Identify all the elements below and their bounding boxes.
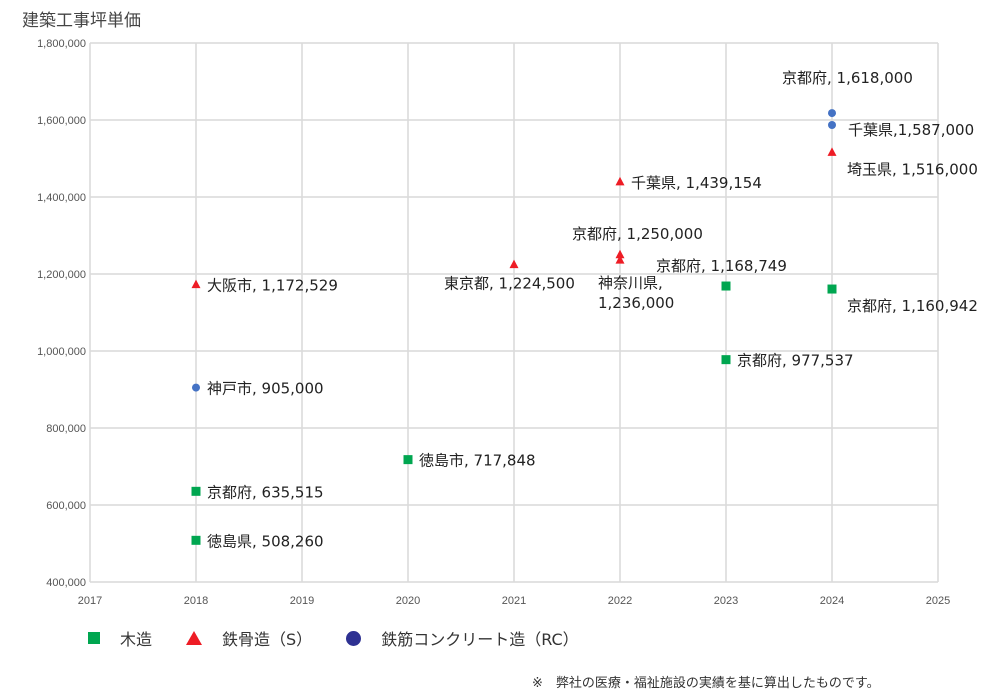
y-tick-label: 1,000,000 bbox=[37, 346, 86, 358]
legend-label-wood: 木造 bbox=[120, 630, 153, 649]
legend-square-icon bbox=[88, 632, 100, 644]
wood-point bbox=[403, 455, 413, 465]
wood-point bbox=[191, 535, 201, 545]
rc-point bbox=[192, 383, 200, 392]
wood-point bbox=[191, 486, 201, 496]
y-tick-label: 1,600,000 bbox=[37, 115, 86, 127]
data-label: 埼玉県, 1,516,000 bbox=[847, 160, 978, 178]
footnote: ※ 弊社の医療・福祉施設の実績を基に算出したものです。 bbox=[532, 676, 880, 691]
data-label: 大阪市, 1,172,529 bbox=[207, 277, 338, 295]
data-label: 神奈川県, 1,236,000 bbox=[598, 274, 674, 312]
y-tick-label: 400,000 bbox=[46, 577, 86, 589]
data-label: 京都府, 977,537 bbox=[737, 352, 854, 370]
y-tick-label: 1,400,000 bbox=[37, 192, 86, 204]
y-tick-label: 600,000 bbox=[46, 500, 86, 512]
steel-point bbox=[615, 176, 625, 186]
legend-label-steel: 鉄骨造（S） bbox=[222, 630, 313, 649]
chart-title: 建築工事坪単価 bbox=[22, 11, 141, 31]
steel-point bbox=[509, 259, 519, 269]
steel-point bbox=[827, 147, 837, 156]
data-label: 京都府, 1,618,000 bbox=[782, 69, 913, 87]
x-tick-label: 2024 bbox=[820, 595, 844, 607]
data-label: 京都府, 1,168,749 bbox=[656, 257, 787, 275]
y-tick-label: 1,200,000 bbox=[37, 269, 86, 281]
data-label: 千葉県,1,587,000 bbox=[848, 121, 974, 139]
x-tick-label: 2018 bbox=[184, 595, 208, 607]
wood-point bbox=[827, 284, 837, 294]
legend: 木造 鉄骨造（S） 鉄筋コンクリート造（RC） bbox=[88, 626, 613, 650]
x-tick-label: 2025 bbox=[926, 595, 950, 607]
x-tick-label: 2020 bbox=[396, 595, 420, 607]
y-tick-label: 1,800,000 bbox=[37, 38, 86, 50]
data-label: 徳島市, 717,848 bbox=[419, 452, 536, 470]
data-label: 京都府, 1,250,000 bbox=[572, 225, 703, 243]
wood-point bbox=[721, 281, 731, 291]
steel-point bbox=[615, 255, 625, 264]
data-label: 神戸市, 905,000 bbox=[207, 380, 324, 398]
wood-point bbox=[721, 355, 731, 365]
x-tick-label: 2023 bbox=[714, 595, 738, 607]
legend-circle-icon bbox=[346, 630, 362, 646]
x-tick-label: 2021 bbox=[502, 595, 526, 607]
rc-point bbox=[828, 109, 836, 118]
x-tick-label: 2022 bbox=[608, 595, 632, 607]
data-label: 東京都, 1,224,500 bbox=[444, 275, 575, 293]
y-tick-label: 800,000 bbox=[46, 423, 86, 435]
x-tick-label: 2019 bbox=[290, 595, 314, 607]
rc-point bbox=[828, 121, 836, 130]
steel-point bbox=[615, 249, 625, 259]
data-label: 京都府, 1,160,942 bbox=[847, 297, 978, 315]
legend-triangle-icon bbox=[186, 631, 203, 645]
data-label: 徳島県, 508,260 bbox=[207, 532, 324, 550]
legend-label-rc: 鉄筋コンクリート造（RC） bbox=[381, 630, 579, 649]
steel-point bbox=[191, 279, 201, 289]
data-label: 千葉県, 1,439,154 bbox=[631, 174, 762, 192]
data-label: 京都府, 635,515 bbox=[207, 483, 324, 501]
x-tick-label: 2017 bbox=[78, 595, 102, 607]
